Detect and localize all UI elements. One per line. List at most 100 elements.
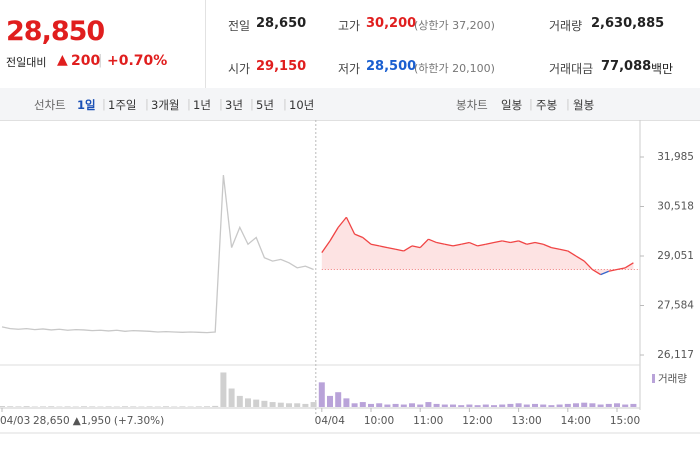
price: 28,850 bbox=[6, 16, 105, 47]
volume-bar bbox=[48, 406, 55, 407]
volume-bar bbox=[0, 406, 5, 407]
tab[interactable]: 1년 bbox=[193, 98, 211, 112]
volume-bar bbox=[204, 406, 210, 407]
tab[interactable]: 5년 bbox=[256, 98, 274, 112]
tab[interactable]: 월봉 bbox=[573, 98, 595, 112]
volume-bar bbox=[253, 399, 260, 407]
line-segment bbox=[493, 240, 503, 244]
volume-bar bbox=[122, 406, 128, 407]
line-segment bbox=[395, 248, 404, 252]
volume-bar bbox=[105, 406, 112, 407]
volume-bar bbox=[622, 404, 629, 407]
tab[interactable]: 1일 bbox=[77, 98, 96, 112]
volume-bar bbox=[343, 398, 350, 407]
volume-bar bbox=[89, 406, 96, 407]
stat-label: 고가 bbox=[338, 19, 361, 33]
volume-bar bbox=[482, 404, 489, 407]
volume-bar bbox=[310, 402, 317, 407]
tab[interactable]: 3년 bbox=[225, 98, 243, 112]
volume-bar bbox=[589, 403, 596, 407]
volume-bar bbox=[277, 402, 284, 407]
y-tick-label: 26,117 bbox=[657, 349, 694, 361]
volume-bar bbox=[179, 406, 186, 407]
volume-bar bbox=[614, 403, 620, 407]
line-segment bbox=[624, 262, 634, 269]
volume-bar bbox=[236, 395, 243, 407]
line-segment bbox=[345, 216, 356, 235]
volume-bar bbox=[425, 402, 432, 407]
tab-separator: | bbox=[145, 97, 149, 111]
change: 200 bbox=[71, 53, 101, 69]
volume-bar bbox=[417, 404, 424, 407]
line-segment bbox=[526, 241, 536, 245]
annotation-change: 1,950 bbox=[81, 415, 111, 427]
line-segment bbox=[510, 240, 519, 244]
stat-label: 거래대금 bbox=[549, 62, 594, 76]
line-segment bbox=[387, 246, 396, 250]
volume-bar bbox=[450, 404, 456, 407]
stat-note: (상한가 37,200) bbox=[414, 19, 495, 32]
line-segment bbox=[329, 227, 339, 242]
volume-bar bbox=[81, 406, 87, 407]
volume-bar bbox=[458, 405, 465, 407]
volume-bar bbox=[515, 403, 522, 407]
divider bbox=[205, 0, 206, 88]
line-segment bbox=[403, 245, 413, 252]
volume-bar bbox=[605, 403, 612, 407]
stat-value: 2,630,885 bbox=[591, 16, 665, 31]
chart: 26,117 27,584 29,051 30,518 31,985 04/03 04/04… bbox=[0, 120, 700, 434]
tab[interactable]: 1주일 bbox=[108, 98, 137, 112]
stat-value: 77,088 bbox=[601, 59, 652, 74]
volume-bar bbox=[491, 405, 497, 407]
annotation-pct: (+7.30%) bbox=[114, 415, 164, 427]
line-segment bbox=[575, 255, 585, 262]
volume-bar bbox=[40, 406, 46, 407]
volume-bar bbox=[220, 372, 227, 407]
tab[interactable]: 주봉 bbox=[536, 98, 558, 112]
line-segment bbox=[411, 245, 421, 249]
volume-bar bbox=[564, 403, 571, 407]
up-icon: ▲ bbox=[73, 415, 82, 427]
volume-bar bbox=[163, 406, 169, 407]
volume-bar bbox=[212, 405, 219, 407]
volume-bar bbox=[376, 403, 383, 407]
volume-bar bbox=[400, 404, 407, 407]
stat-label: 저가 bbox=[338, 62, 361, 76]
volume-bar bbox=[368, 403, 374, 407]
annotation-close: 28,650 bbox=[33, 415, 70, 427]
stat-value: 28,650 bbox=[256, 16, 307, 31]
volume-bar bbox=[335, 392, 342, 407]
line-segment bbox=[608, 268, 618, 272]
volume-bar bbox=[130, 406, 137, 407]
prev-annotation: 28,650 ▲1,950 (+7.30%) bbox=[33, 415, 164, 427]
volume-bar bbox=[302, 403, 309, 407]
line-segment bbox=[600, 270, 610, 276]
stat-label: 거래량 bbox=[549, 19, 583, 33]
tab[interactable]: 3개월 bbox=[151, 98, 180, 112]
tab[interactable]: 일봉 bbox=[501, 98, 523, 112]
volume-bar bbox=[581, 402, 588, 407]
line-segment bbox=[616, 267, 626, 271]
separator: | bbox=[98, 53, 103, 68]
stat-value: 30,200 bbox=[366, 16, 417, 31]
volume-bar bbox=[318, 382, 325, 407]
y-tick-label: 29,051 bbox=[657, 250, 694, 262]
x-tick-label: 11:00 bbox=[413, 415, 443, 427]
tab[interactable]: 10년 bbox=[289, 98, 315, 112]
tab-group-label: 선차트 bbox=[34, 98, 66, 112]
volume-bar bbox=[269, 402, 276, 407]
tab-separator: | bbox=[102, 97, 106, 111]
line-segment bbox=[354, 233, 364, 239]
tab-separator: | bbox=[283, 97, 287, 111]
y-tick-label: 30,518 bbox=[657, 201, 694, 213]
line-segment bbox=[583, 260, 593, 270]
volume-bar bbox=[351, 403, 358, 407]
volume-bar bbox=[327, 395, 333, 407]
volume-bar bbox=[228, 388, 235, 407]
line-segment bbox=[461, 241, 470, 245]
x-tick-label: 04/03 bbox=[0, 415, 30, 427]
tab-separator: | bbox=[187, 97, 191, 111]
volume-bar bbox=[392, 403, 399, 407]
line-segment bbox=[370, 243, 380, 247]
